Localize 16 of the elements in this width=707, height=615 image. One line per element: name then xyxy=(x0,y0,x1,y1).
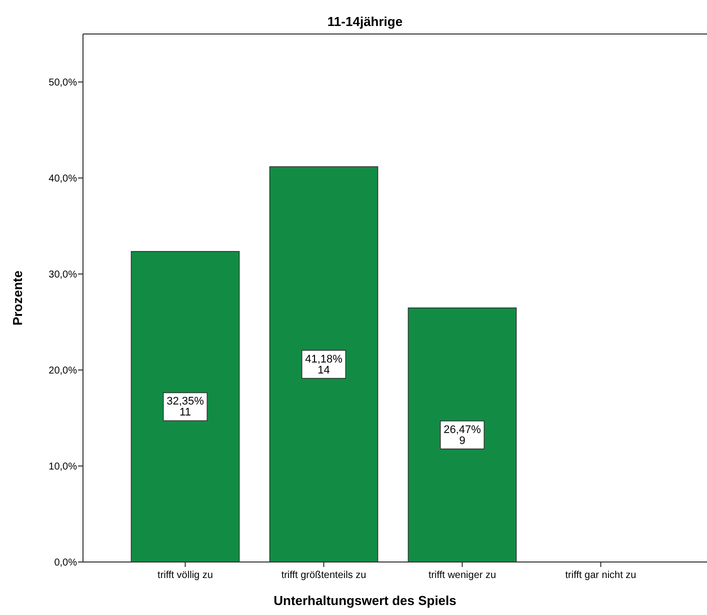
x-tick-label: trifft völlig zu xyxy=(158,570,213,581)
x-axis-title: Unterhaltungswert des Spiels xyxy=(274,593,456,608)
x-tick-label: trifft größtenteils zu xyxy=(281,570,366,581)
data-label: 32,35% 11 xyxy=(166,396,204,419)
y-tick-label: 30,0% xyxy=(48,270,78,280)
y-axis-title: Prozente xyxy=(10,270,25,326)
x-tick-label: trifft gar nicht zu xyxy=(565,570,636,581)
y-tick-label: 20,0% xyxy=(48,366,78,376)
y-tick-label: 0,0% xyxy=(54,558,78,568)
data-label: 26,47% 9 xyxy=(444,424,482,447)
x-tick-label: trifft weniger zu xyxy=(428,570,496,581)
data-label: 41,18% 14 xyxy=(305,353,343,376)
y-tick-label: 40,0% xyxy=(48,174,78,184)
y-tick-label: 50,0% xyxy=(48,78,78,88)
y-tick-label: 10,0% xyxy=(48,462,78,472)
chart-title: 11-14jährige xyxy=(327,14,403,29)
